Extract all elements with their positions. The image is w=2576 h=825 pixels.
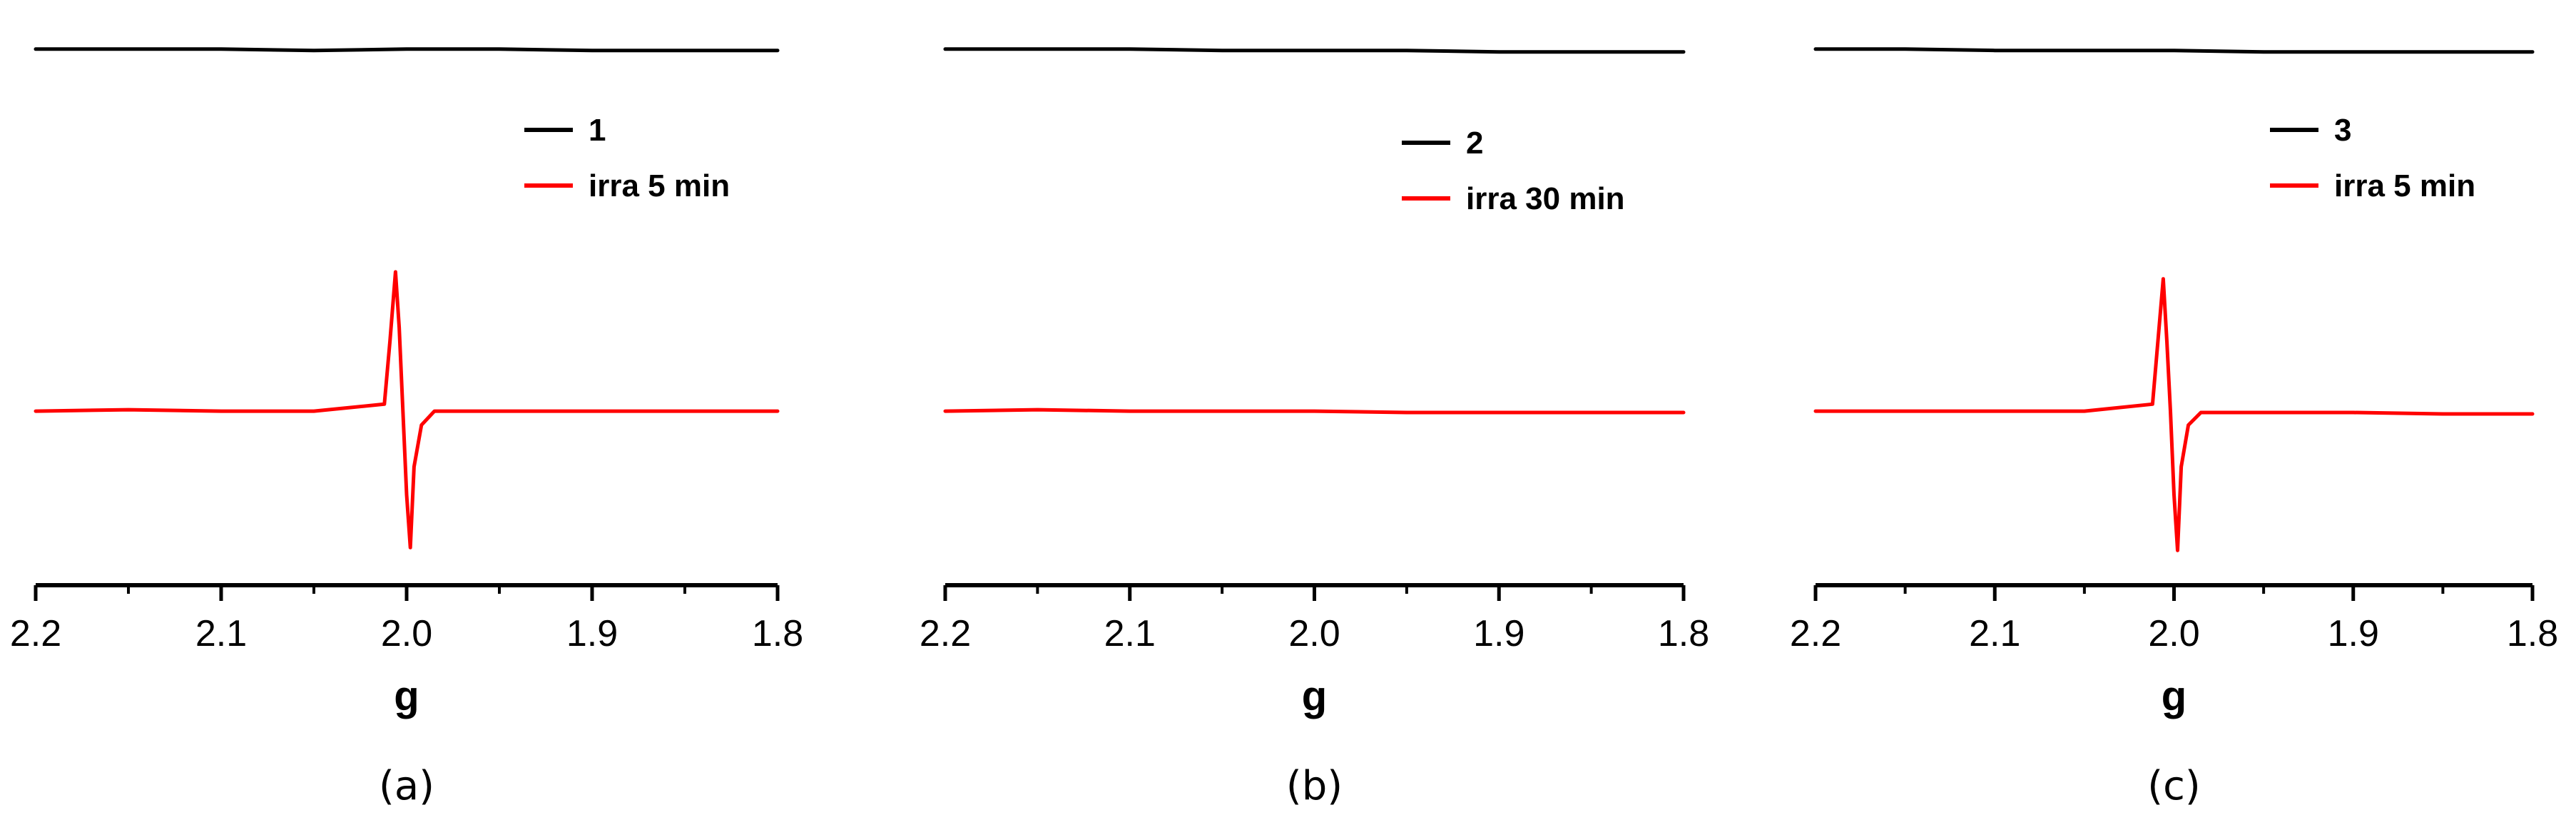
series-line-c-dark — [1813, 47, 2535, 54]
x-tick-label-a: 1.9 — [566, 613, 618, 654]
x-tick-label-c: 2.0 — [2148, 613, 2199, 654]
x-tick-label-b: 2.2 — [920, 613, 971, 654]
series-line-a-irradiated — [34, 270, 780, 550]
panel-label-b: (b) — [1286, 763, 1343, 809]
x-tick-label-b: 2.1 — [1104, 613, 1156, 654]
legend-label-c-2: irra 5 min — [2334, 168, 2475, 203]
series-line-b-irradiated — [943, 408, 1686, 415]
x-axis-label-a: g — [394, 673, 419, 719]
legend-label-c-1: 3 — [2334, 113, 2351, 148]
x-tick-label-a: 1.8 — [752, 613, 803, 654]
legend-label-a-1: 1 — [589, 113, 606, 148]
x-tick-label-c: 2.1 — [1969, 613, 2020, 654]
x-tick-label-c: 2.2 — [1790, 613, 1841, 654]
x-tick-label-b: 2.0 — [1288, 613, 1340, 654]
x-tick-label-b: 1.8 — [1658, 613, 1709, 654]
series-line-a-dark — [34, 47, 780, 53]
series-line-b-dark — [943, 47, 1686, 54]
x-axis-label-b: g — [1302, 673, 1327, 719]
panel-b: 2.2 2.1 2.0 1.9 1.8 g (b) 2 irra 30 min — [920, 47, 1709, 809]
series-line-c-irradiated — [1813, 277, 2535, 552]
x-tick-label-b: 1.9 — [1473, 613, 1524, 654]
panel-a: 2.2 2.1 2.0 1.9 1.8 g (a) 1 irra 5 min — [10, 47, 803, 809]
x-tick-label-c: 1.9 — [2328, 613, 2379, 654]
x-tick-label-a: 2.1 — [195, 613, 247, 654]
legend-label-b-2: irra 30 min — [1466, 181, 1625, 216]
legend-label-b-1: 2 — [1466, 126, 1483, 161]
x-tick-label-a: 2.0 — [381, 613, 432, 654]
legend-label-a-2: irra 5 min — [589, 168, 730, 203]
panel-c: 2.2 2.1 2.0 1.9 1.8 g (c) 3 irra 5 min — [1790, 47, 2558, 809]
x-axis-label-c: g — [2162, 673, 2186, 719]
x-tick-label-c: 1.8 — [2507, 613, 2558, 654]
x-tick-label-a: 2.2 — [10, 613, 61, 654]
panel-label-a: (a) — [379, 763, 434, 809]
panel-label-c: (c) — [2147, 763, 2200, 809]
